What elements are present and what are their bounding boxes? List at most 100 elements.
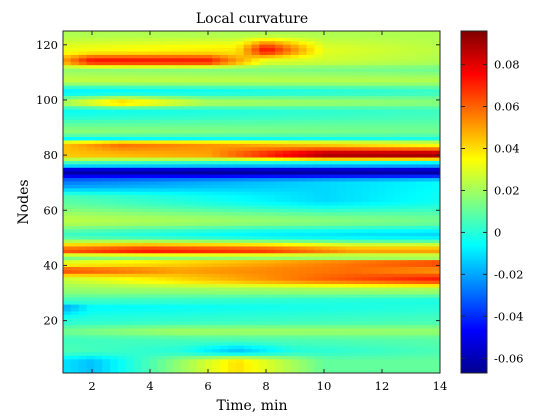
heatmap-cell (172, 222, 182, 227)
heatmap-cell (94, 106, 103, 111)
heatmap-cell (282, 95, 292, 100)
heatmap-cell (385, 355, 394, 360)
heatmap-cell (188, 266, 198, 271)
heatmap-cell (78, 349, 88, 354)
heatmap-cell (117, 171, 127, 176)
heatmap-cell (165, 109, 174, 114)
heatmap-cell (251, 229, 260, 234)
heatmap-cell (369, 321, 378, 326)
heatmap-cell (432, 273, 440, 278)
heatmap-cell (330, 82, 339, 87)
heatmap-cell (149, 65, 158, 70)
heatmap-cell (63, 44, 72, 49)
heatmap-cell (392, 355, 402, 360)
heatmap-cell (180, 362, 190, 367)
heatmap-cell (424, 68, 433, 73)
heatmap-cell (204, 184, 213, 189)
heatmap-cell (432, 102, 440, 107)
heatmap-cell (243, 48, 253, 53)
heatmap-cell (369, 335, 378, 340)
heatmap-cell (267, 236, 276, 241)
heatmap-cell (125, 72, 135, 77)
heatmap-cell (165, 342, 174, 347)
heatmap-cell (306, 355, 315, 360)
heatmap-cell (345, 154, 355, 159)
heatmap-cell (70, 174, 80, 179)
heatmap-cell (416, 95, 425, 100)
heatmap-cell (117, 202, 127, 207)
heatmap-cell (369, 352, 378, 357)
heatmap-cell (188, 325, 198, 330)
heatmap-cell (235, 239, 245, 244)
heatmap-cell (353, 297, 363, 302)
heatmap-cell (408, 198, 418, 203)
heatmap-cell (353, 304, 363, 309)
heatmap-cell (361, 109, 370, 114)
heatmap-cell (141, 150, 150, 155)
heatmap-cell (322, 137, 331, 142)
heatmap-cell (290, 304, 300, 309)
heatmap-cell (306, 266, 315, 271)
heatmap-cell (78, 143, 88, 148)
heatmap-cell (78, 99, 88, 104)
heatmap-cell (385, 123, 394, 128)
heatmap-cell (290, 54, 300, 59)
heatmap-cell (188, 89, 198, 94)
heatmap-cell (125, 311, 135, 316)
heatmap-cell (251, 54, 260, 59)
heatmap-cell (63, 85, 72, 90)
heatmap-cell (117, 48, 127, 53)
heatmap-cell (353, 61, 363, 66)
heatmap-cell (290, 191, 300, 196)
heatmap-cell (141, 311, 150, 316)
heatmap-cell (149, 369, 158, 373)
heatmap-cell (259, 31, 268, 36)
heatmap-cell (416, 102, 425, 107)
heatmap-cell (361, 318, 370, 323)
heatmap-cell (133, 328, 143, 333)
heatmap-cell (165, 294, 174, 299)
heatmap-cell (117, 266, 127, 271)
heatmap-cell (204, 249, 213, 254)
heatmap-cell (416, 140, 425, 145)
heatmap-cell (172, 328, 182, 333)
heatmap-cell (345, 106, 355, 111)
heatmap-cell (337, 311, 347, 316)
heatmap-cell (400, 34, 410, 39)
heatmap-cell (243, 181, 253, 186)
heatmap-cell (165, 102, 174, 107)
heatmap-cell (345, 287, 355, 292)
heatmap-cell (125, 318, 135, 323)
heatmap-cell (133, 61, 143, 66)
heatmap-cell (78, 308, 88, 313)
heatmap-cell (220, 147, 229, 152)
heatmap-cell (337, 239, 347, 244)
heatmap-cell (102, 246, 111, 251)
heatmap-cell (416, 147, 425, 152)
heatmap-cell (94, 202, 103, 207)
heatmap-cell (227, 232, 237, 237)
heatmap-cell (212, 284, 221, 289)
heatmap-cell (416, 85, 425, 90)
heatmap-cell (212, 191, 221, 196)
heatmap-cell (337, 294, 347, 299)
heatmap-cell (180, 44, 190, 49)
heatmap-cell (267, 51, 276, 56)
heatmap-cell (157, 72, 166, 77)
heatmap-cell (369, 72, 378, 77)
heatmap-cell (70, 222, 80, 227)
heatmap-cell (133, 236, 143, 241)
heatmap-cell (385, 352, 394, 357)
heatmap-cell (86, 325, 96, 330)
heatmap-cell (306, 140, 315, 145)
heatmap-cell (212, 154, 221, 159)
heatmap-cell (275, 181, 284, 186)
heatmap-cell (424, 116, 433, 121)
heatmap-cell (133, 102, 143, 107)
heatmap-cell (125, 34, 135, 39)
heatmap-cell (149, 301, 158, 306)
heatmap-cell (212, 85, 221, 90)
heatmap-cell (125, 174, 135, 179)
heatmap-cell (275, 321, 284, 326)
heatmap-cell (298, 325, 308, 330)
